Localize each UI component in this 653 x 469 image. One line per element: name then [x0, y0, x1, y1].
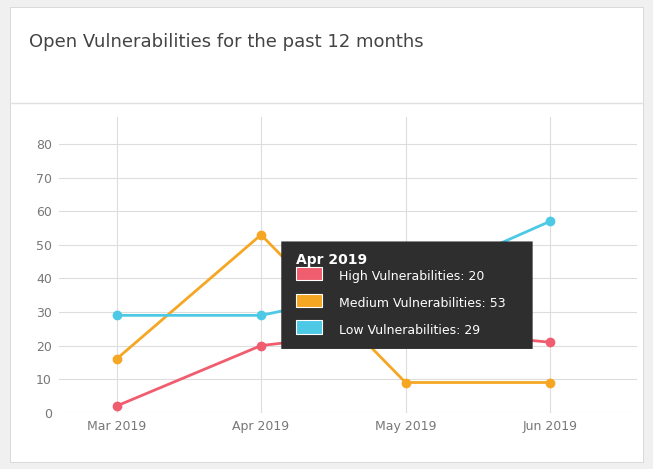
Text: Medium Vulnerabilities: 53: Medium Vulnerabilities: 53 [339, 297, 505, 310]
FancyBboxPatch shape [296, 294, 322, 307]
FancyBboxPatch shape [296, 320, 322, 334]
Text: Apr 2019: Apr 2019 [296, 253, 367, 267]
Text: High Vulnerabilities: 20: High Vulnerabilities: 20 [339, 270, 485, 283]
FancyBboxPatch shape [281, 242, 533, 349]
Text: Open Vulnerabilities for the past 12 months: Open Vulnerabilities for the past 12 mon… [29, 33, 424, 51]
Text: Low Vulnerabilities: 29: Low Vulnerabilities: 29 [339, 324, 480, 337]
FancyBboxPatch shape [296, 267, 322, 280]
